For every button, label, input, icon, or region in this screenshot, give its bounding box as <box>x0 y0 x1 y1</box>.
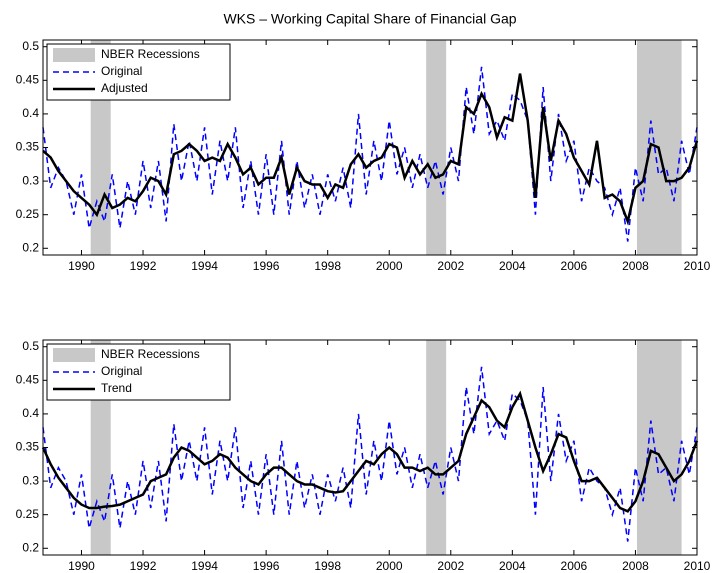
y-tick-label: 0.35 <box>16 140 40 154</box>
x-tick-label: 2008 <box>622 259 649 273</box>
x-tick-label: 1994 <box>191 259 218 273</box>
y-tick-label: 0.45 <box>16 372 40 386</box>
x-tick-label: 2000 <box>376 559 403 573</box>
x-tick-label: 1992 <box>130 259 157 273</box>
recession-band <box>426 40 447 255</box>
x-tick-label: 1994 <box>191 559 218 573</box>
legend-swatch <box>53 348 95 362</box>
y-tick-label: 0.4 <box>22 106 39 120</box>
x-tick-label: 2004 <box>499 559 526 573</box>
y-tick-label: 0.25 <box>16 207 40 221</box>
legend-label: Original <box>101 364 142 378</box>
y-tick-label: 0.3 <box>22 173 39 187</box>
x-tick-label: 2006 <box>561 559 588 573</box>
y-tick-label: 0.4 <box>22 406 39 420</box>
chart-title: WKS – Working Capital Share of Financial… <box>223 11 516 27</box>
x-tick-label: 1990 <box>68 559 95 573</box>
legend-label: Trend <box>101 381 132 395</box>
x-tick-label: 2010 <box>684 559 711 573</box>
y-tick-label: 0.35 <box>16 440 40 454</box>
series-line <box>42 366 698 542</box>
legend-swatch <box>53 48 95 62</box>
legend-label: NBER Recessions <box>101 47 200 61</box>
x-tick-label: 2002 <box>437 559 464 573</box>
y-tick-label: 0.45 <box>16 72 40 86</box>
x-tick-label: 1996 <box>253 259 280 273</box>
x-tick-label: 1998 <box>314 559 341 573</box>
recession-band <box>426 340 447 555</box>
recession-band <box>636 340 682 555</box>
x-tick-label: 2010 <box>684 259 711 273</box>
x-tick-label: 1998 <box>314 259 341 273</box>
x-tick-label: 2000 <box>376 259 403 273</box>
legend-label: Adjusted <box>101 81 148 95</box>
x-tick-label: 2006 <box>561 259 588 273</box>
series-line <box>42 73 699 226</box>
x-tick-label: 1996 <box>253 559 280 573</box>
series-line <box>42 66 698 242</box>
x-tick-label: 2004 <box>499 259 526 273</box>
x-tick-label: 1992 <box>130 559 157 573</box>
y-tick-label: 0.25 <box>16 507 40 521</box>
x-tick-label: 1990 <box>68 259 95 273</box>
legend-label: NBER Recessions <box>101 347 200 361</box>
x-tick-label: 2002 <box>437 259 464 273</box>
y-tick-label: 0.5 <box>22 339 39 353</box>
y-tick-label: 0.3 <box>22 473 39 487</box>
y-tick-label: 0.2 <box>22 240 39 254</box>
series-line <box>41 390 699 513</box>
x-tick-label: 2008 <box>622 559 649 573</box>
y-tick-label: 0.5 <box>22 39 39 53</box>
y-tick-label: 0.2 <box>22 540 39 554</box>
legend-label: Original <box>101 64 142 78</box>
